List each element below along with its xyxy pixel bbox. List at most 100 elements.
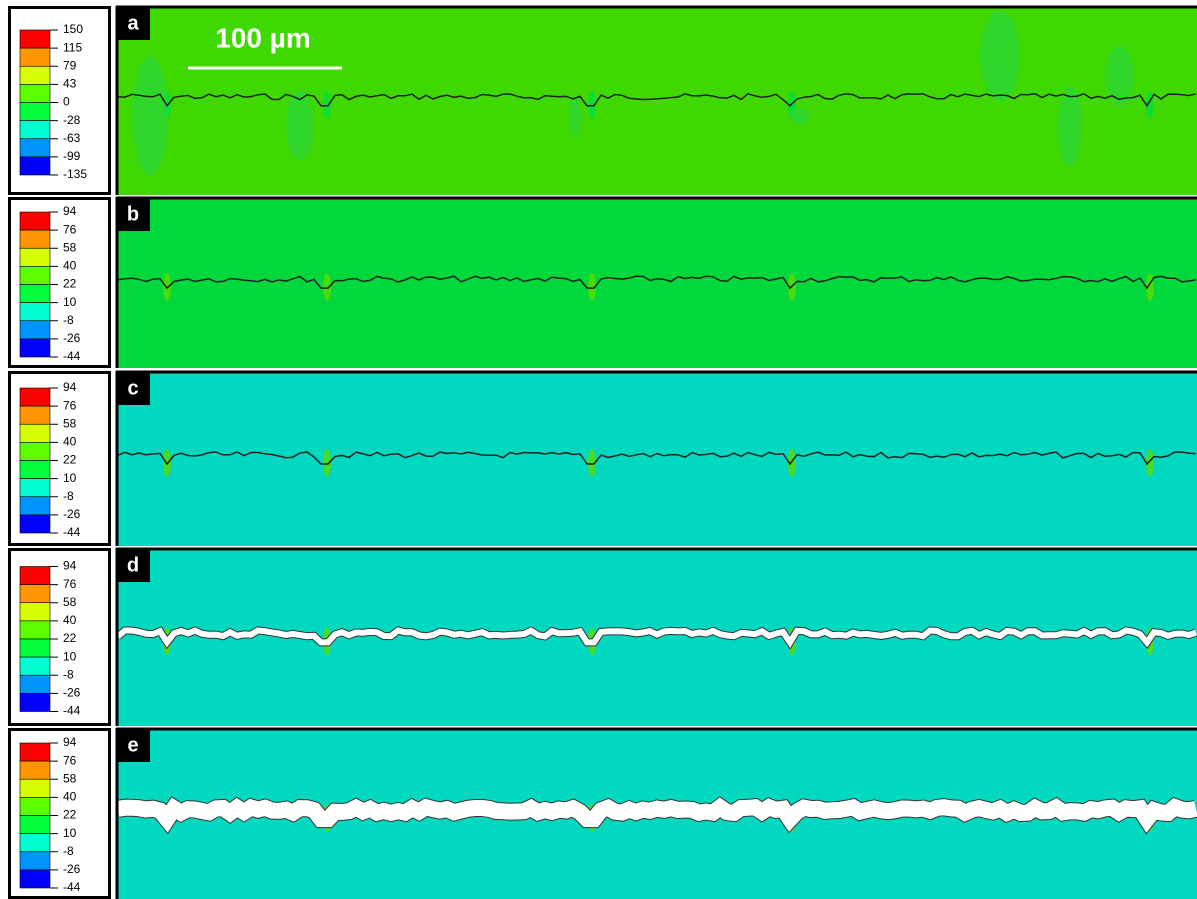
legend-swatch xyxy=(19,102,51,121)
panel-label-box xyxy=(116,6,150,40)
legend-label: -26 xyxy=(63,862,81,876)
panel-label-box xyxy=(116,371,150,405)
legend-label: -28 xyxy=(63,113,81,127)
legend-swatch xyxy=(19,229,51,249)
image-background xyxy=(116,197,1197,368)
panel-label: c xyxy=(127,377,138,399)
legend-swatch xyxy=(19,65,51,85)
contour-image xyxy=(115,727,1197,899)
legend-label: 76 xyxy=(63,222,77,236)
legend-label: 22 xyxy=(63,277,77,291)
legend-swatch xyxy=(19,84,51,103)
legend-swatch xyxy=(19,693,51,712)
legend-swatch xyxy=(19,47,51,67)
panel-label: b xyxy=(127,203,139,225)
image-background xyxy=(116,371,1197,546)
legend-label: 10 xyxy=(63,826,77,840)
legend-label: 94 xyxy=(63,380,77,394)
legend-swatch xyxy=(19,797,51,816)
panel-label-box xyxy=(116,728,150,762)
panel-label-box xyxy=(116,548,150,582)
stress-blob xyxy=(588,90,596,119)
legend-swatch xyxy=(19,869,51,889)
legend-label: 76 xyxy=(63,398,77,412)
stress-blob xyxy=(569,94,581,138)
legend-label: -26 xyxy=(63,331,81,345)
legend-swatch xyxy=(19,778,51,798)
stress-blob xyxy=(980,11,1020,101)
stress-blob xyxy=(790,108,810,124)
legend-swatch xyxy=(19,247,51,267)
stress-blob xyxy=(1146,449,1154,477)
legend-swatch xyxy=(19,566,51,585)
legend-label: -44 xyxy=(63,349,81,363)
legend-label: 76 xyxy=(63,577,77,591)
contour-image xyxy=(115,5,1197,195)
legend-label: 10 xyxy=(63,295,77,309)
legend-swatch xyxy=(19,266,51,285)
stress-blob xyxy=(788,449,796,477)
panel-label: d xyxy=(127,554,139,576)
legend-label: 94 xyxy=(63,204,77,218)
legend-swatch xyxy=(19,320,51,340)
crack xyxy=(117,275,1197,290)
stress-blob xyxy=(588,449,596,477)
legend-label: -26 xyxy=(63,686,81,700)
legend-label: 94 xyxy=(63,735,77,749)
legend-swatch xyxy=(19,638,51,658)
legend-swatch xyxy=(19,514,51,534)
legend-label: 40 xyxy=(63,613,77,627)
legend-swatch xyxy=(19,284,51,303)
legend-swatch xyxy=(19,211,51,231)
stress-blob xyxy=(588,273,596,302)
legend-label: 40 xyxy=(63,435,77,449)
stress-blob xyxy=(132,56,168,176)
panel-label: a xyxy=(127,12,139,34)
legend-label: 22 xyxy=(63,808,77,822)
crack-opening xyxy=(116,627,1197,648)
panel-label-box xyxy=(116,197,150,231)
legend-label: 22 xyxy=(63,453,77,467)
legend-label: 22 xyxy=(63,631,77,645)
contour-image xyxy=(115,196,1197,368)
legend-label: 76 xyxy=(63,753,77,767)
legend-label: -8 xyxy=(63,667,74,681)
crack-opening xyxy=(116,797,1197,833)
legend-swatch xyxy=(19,120,51,140)
legend-swatch xyxy=(19,656,51,676)
stress-blob xyxy=(1106,46,1134,106)
legend-label: -99 xyxy=(63,149,81,163)
scale-bar-label: 100 µm xyxy=(215,22,311,53)
legend-swatch xyxy=(19,442,51,461)
legend-swatch xyxy=(19,674,51,694)
contour-image xyxy=(115,547,1197,726)
legend-label: 58 xyxy=(63,240,77,254)
legend-swatch xyxy=(19,423,51,443)
crack xyxy=(117,451,1197,466)
legend-label: -8 xyxy=(63,489,74,503)
legend-swatch xyxy=(19,742,51,762)
legend-swatch xyxy=(19,833,51,853)
legend-swatch xyxy=(19,405,51,425)
legend-label: 43 xyxy=(63,77,77,91)
stress-blob xyxy=(323,273,331,302)
legend-swatch xyxy=(19,338,51,358)
legend-swatch xyxy=(19,156,51,176)
stress-blob xyxy=(1058,86,1082,166)
legend-label: 58 xyxy=(63,416,77,430)
legend-label: 10 xyxy=(63,649,77,663)
legend-label: 0 xyxy=(63,95,70,109)
legend-swatch xyxy=(19,302,51,322)
legend-label: 150 xyxy=(63,22,83,36)
legend-swatch xyxy=(19,387,51,407)
legend-swatch xyxy=(19,584,51,604)
legend-swatch xyxy=(19,460,51,479)
stress-blob xyxy=(323,90,331,119)
legend-swatch xyxy=(19,29,51,49)
legend-swatch xyxy=(19,602,51,622)
legend-swatch xyxy=(19,815,51,834)
legend-label: -44 xyxy=(63,880,81,894)
legend-label: -135 xyxy=(63,167,87,181)
legend-label: 115 xyxy=(63,40,82,54)
